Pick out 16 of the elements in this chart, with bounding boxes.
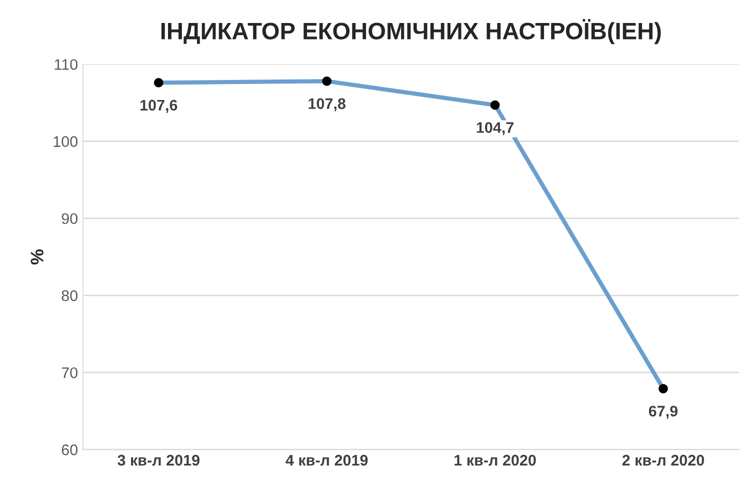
data-label: 107,6 (140, 100, 178, 113)
y-tick-label: 80 (62, 290, 78, 302)
x-tick-label: 2 кв-л 2020 (622, 454, 704, 466)
data-label: 104,7 (476, 122, 514, 136)
y-axis-title: % (30, 249, 44, 264)
x-tick-label: 1 кв-л 2020 (454, 454, 536, 466)
y-tick-label: 60 (62, 444, 78, 456)
x-tick-label: 3 кв-л 2019 (118, 454, 200, 466)
y-tick-label: 110 (54, 59, 78, 70)
chart-title: ІНДИКАТОР ЕКОНОМІЧНИХ НАСТРОЇВ(ІЕН) (161, 19, 661, 44)
x-tick-label: 4 кв-л 2019 (286, 454, 368, 466)
data-label: 107,8 (308, 98, 346, 112)
y-tick-label: 90 (62, 213, 78, 224)
y-tick-label: 70 (62, 367, 78, 378)
y-tick-label: 100 (54, 136, 78, 147)
data-label: 67,9 (648, 406, 678, 419)
